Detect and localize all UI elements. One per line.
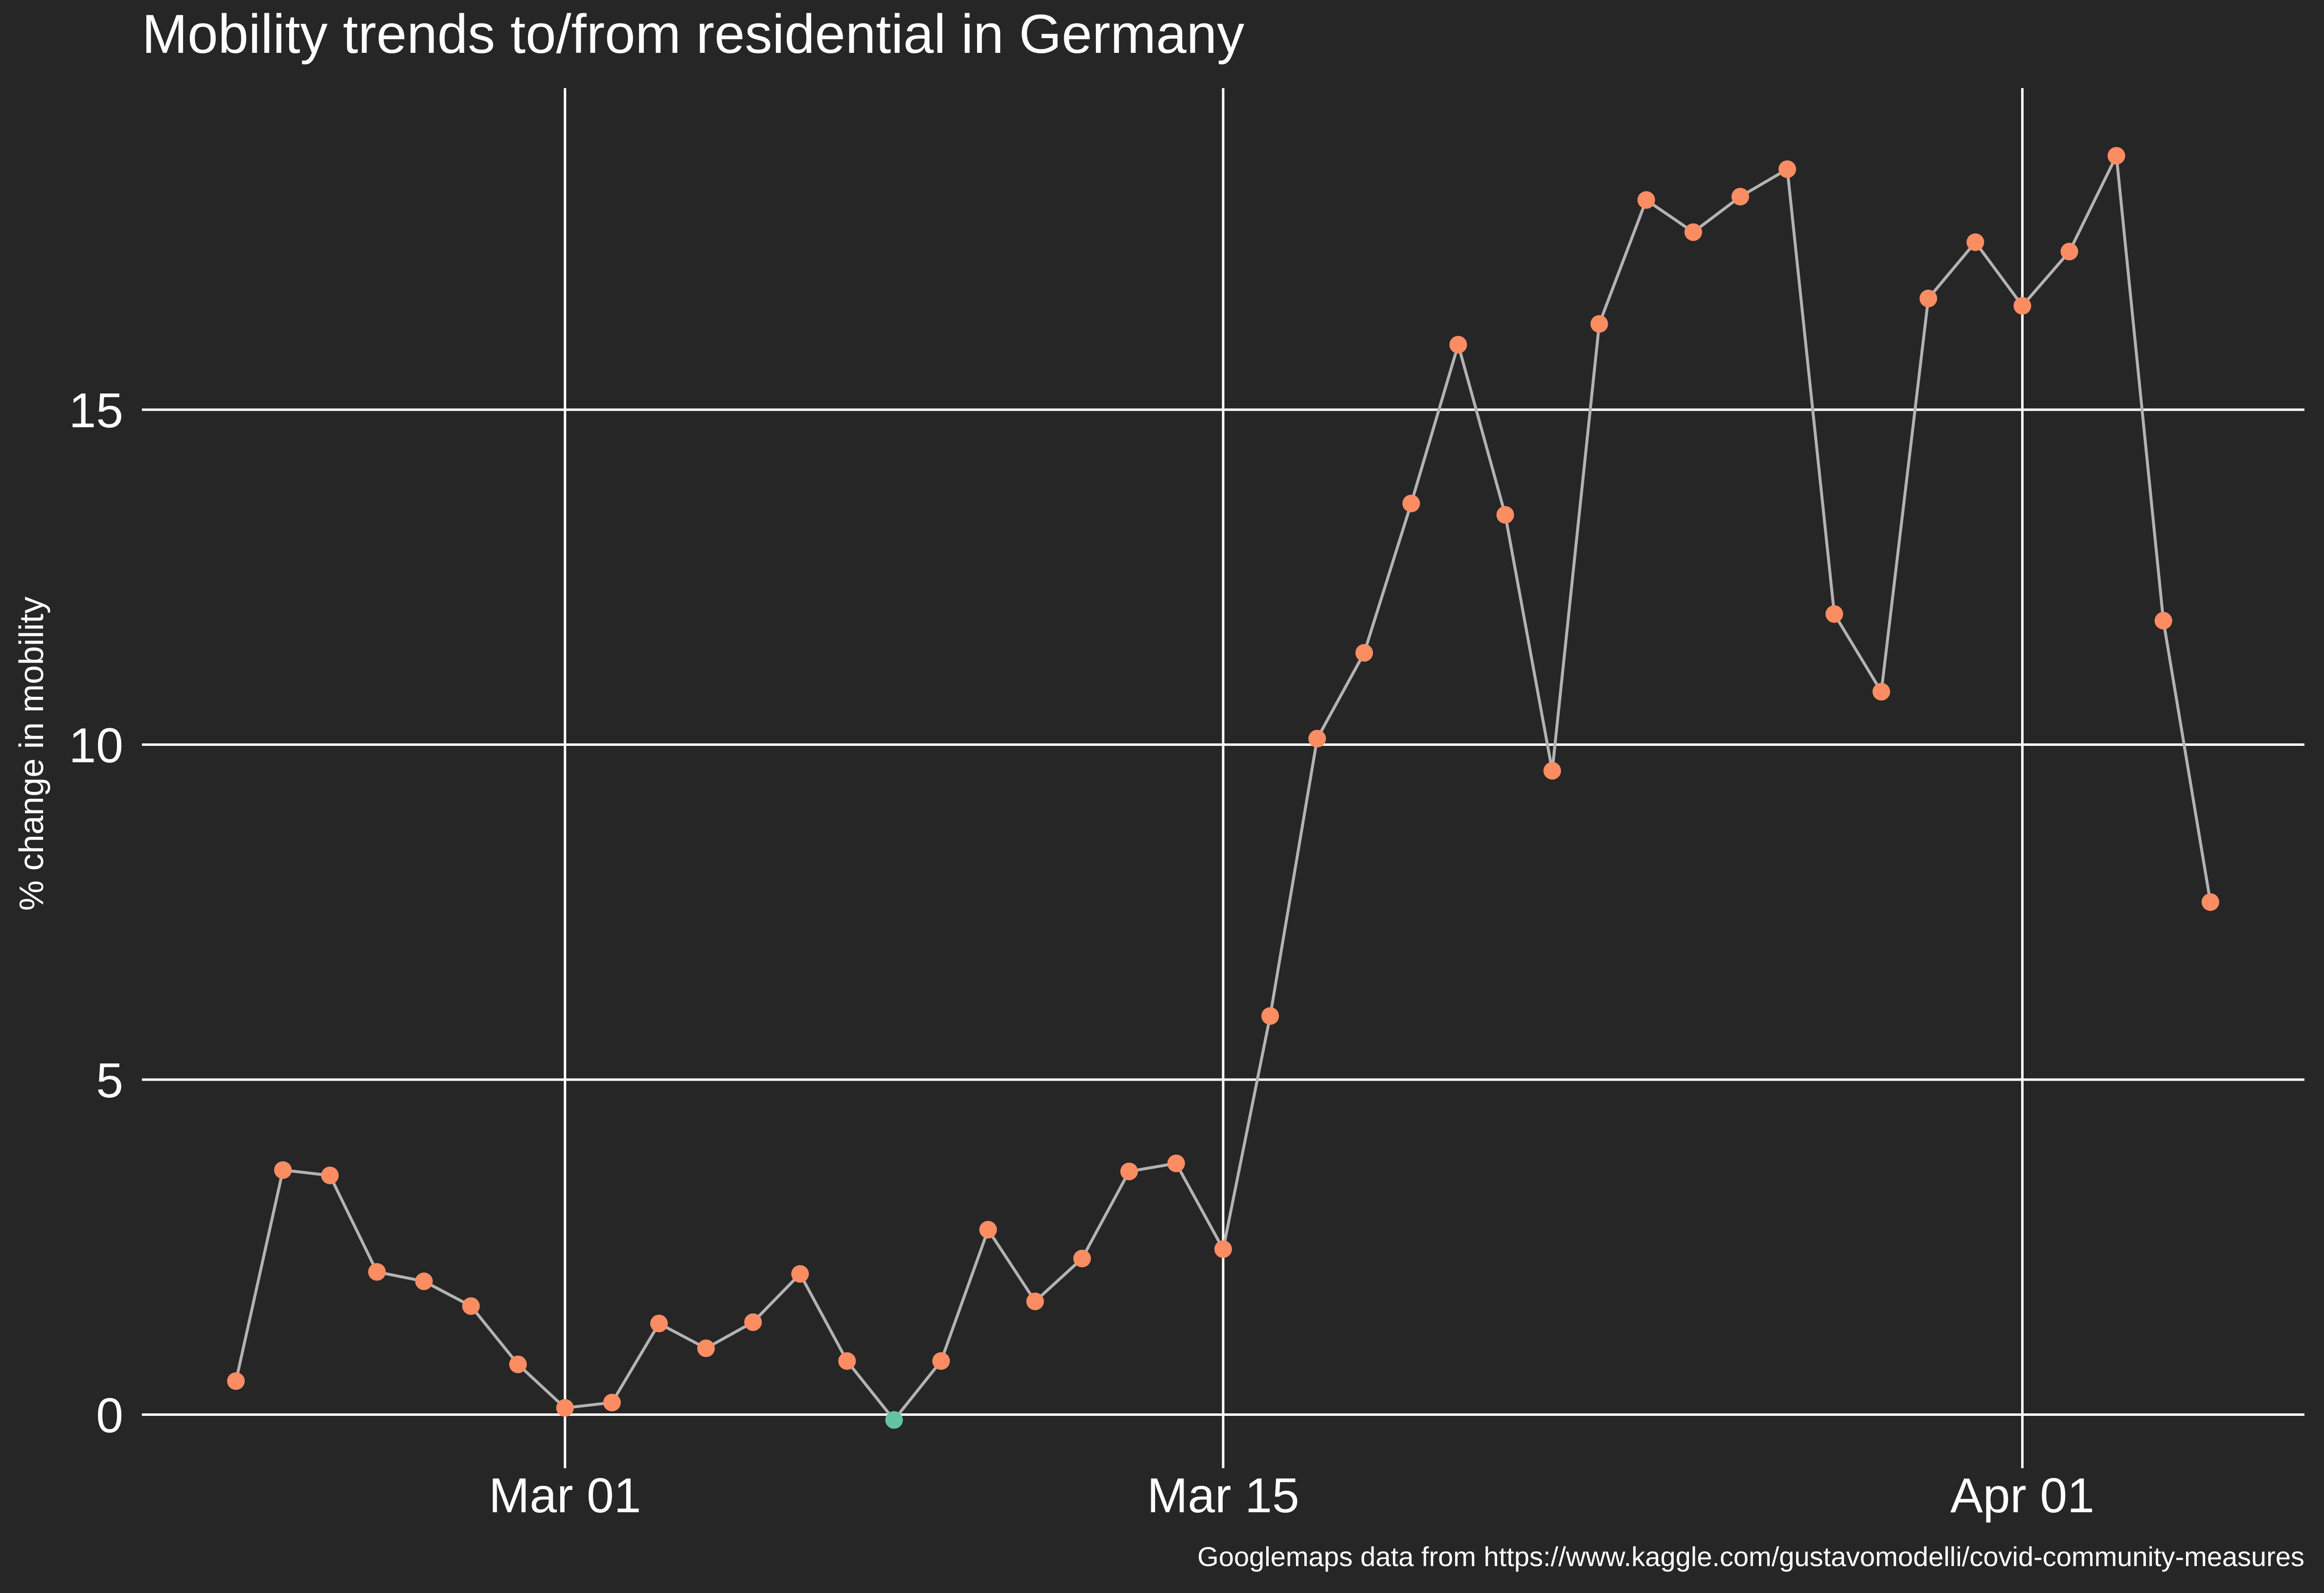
y-axis-label: % change in mobility: [12, 597, 50, 911]
data-point: [1684, 223, 1702, 241]
y-tick-label: 15: [69, 383, 123, 438]
data-point: [697, 1339, 715, 1357]
data-point: [1214, 1240, 1232, 1258]
data-point: [1872, 683, 1891, 701]
data-point: [2060, 243, 2078, 261]
data-point: [932, 1352, 950, 1370]
data-point: [415, 1272, 433, 1291]
data-point: [1778, 160, 1797, 178]
data-point: [509, 1355, 527, 1373]
y-tick-label: 5: [96, 1053, 123, 1108]
x-tick-label: Apr 01: [1950, 1468, 2095, 1523]
data-point: [744, 1313, 762, 1331]
data-point: [2107, 147, 2125, 165]
data-point: [885, 1411, 903, 1429]
data-point: [650, 1315, 668, 1333]
data-point: [1637, 191, 1655, 209]
data-point: [838, 1352, 856, 1370]
data-point: [1543, 762, 1561, 780]
x-tick-label: Mar 01: [489, 1468, 641, 1523]
data-point: [1825, 605, 1844, 623]
data-point: [2154, 612, 2172, 630]
data-point: [556, 1399, 574, 1417]
y-tick-label: 0: [96, 1388, 123, 1443]
data-point: [1731, 187, 1749, 206]
data-point: [1402, 494, 1420, 512]
data-point: [1261, 1007, 1279, 1025]
chart-caption: Googlemaps data from https://www.kaggle.…: [1197, 1541, 2304, 1572]
series-points: [227, 147, 2219, 1429]
data-point: [1355, 644, 1373, 662]
axis-tick-labels: 0 5 10 15 Mar 01 Mar 15 Apr 01: [69, 383, 2095, 1523]
data-point: [1449, 336, 1467, 354]
data-point: [227, 1372, 245, 1390]
data-point: [1120, 1162, 1138, 1180]
data-point: [1026, 1293, 1044, 1311]
chart-title: Mobility trends to/from residential in G…: [142, 3, 1244, 65]
y-tick-label: 10: [69, 718, 123, 773]
data-point: [1167, 1154, 1185, 1173]
data-point: [321, 1166, 339, 1184]
data-point: [368, 1263, 386, 1281]
data-point: [1073, 1249, 1091, 1268]
data-point: [603, 1393, 621, 1411]
data-point: [1308, 730, 1326, 748]
gridlines: [142, 88, 2304, 1468]
data-point: [462, 1297, 480, 1315]
data-point: [791, 1265, 809, 1283]
data-point: [979, 1221, 997, 1239]
data-point: [2013, 297, 2031, 315]
x-tick-label: Mar 15: [1147, 1468, 1299, 1523]
data-point: [274, 1161, 292, 1179]
data-point: [1966, 233, 1984, 251]
data-point: [2201, 893, 2219, 911]
data-point: [1919, 289, 1937, 307]
data-point: [1590, 315, 1608, 333]
data-point: [1496, 506, 1514, 524]
